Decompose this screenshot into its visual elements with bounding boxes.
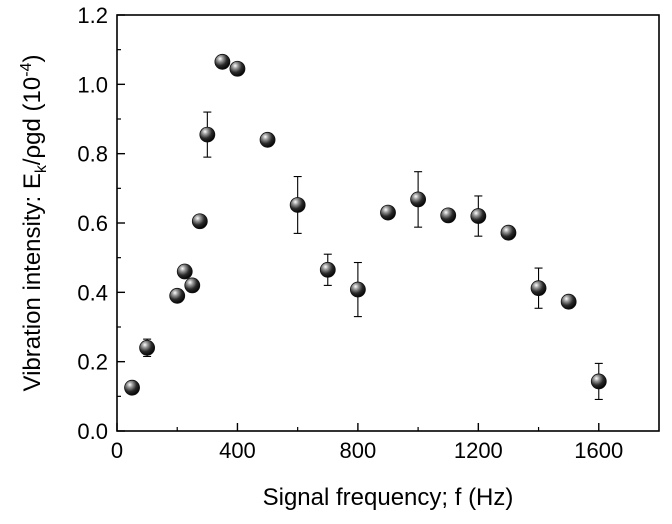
data-point bbox=[184, 277, 201, 294]
data-points bbox=[124, 53, 607, 396]
y-tick-label: 0.4 bbox=[77, 280, 108, 305]
y-axis-label-middle: /ρgd (10 bbox=[19, 77, 46, 165]
y-axis-label-main: Vibration intensity: E bbox=[19, 173, 46, 391]
y-tick-label: 1.0 bbox=[77, 72, 108, 97]
data-point bbox=[500, 224, 517, 241]
x-tick-label: 1600 bbox=[574, 438, 623, 463]
data-point bbox=[560, 293, 577, 310]
x-axis-ticks: 0 400 800 1200 1600 bbox=[111, 423, 623, 463]
data-point bbox=[139, 339, 156, 356]
data-point bbox=[349, 281, 366, 298]
data-point bbox=[590, 373, 607, 390]
data-point bbox=[530, 280, 547, 297]
y-tick-label: 0.2 bbox=[77, 350, 108, 375]
x-tick-label: 800 bbox=[340, 438, 377, 463]
data-point bbox=[176, 263, 193, 280]
y-axis-label-subscript: k bbox=[33, 164, 50, 173]
y-axis-ticks: 0.0 0.2 0.4 0.6 0.8 1.0 1.2 bbox=[77, 3, 125, 444]
data-point bbox=[319, 261, 336, 278]
data-point bbox=[229, 60, 246, 77]
y-tick-label: 1.2 bbox=[77, 3, 108, 28]
data-point bbox=[124, 379, 140, 396]
data-point bbox=[380, 204, 396, 221]
data-point bbox=[410, 191, 427, 208]
x-tick-label: 400 bbox=[219, 438, 256, 463]
x-tick-label: 1200 bbox=[454, 438, 503, 463]
error-bars bbox=[143, 111, 603, 401]
data-point bbox=[191, 213, 208, 230]
data-point bbox=[440, 207, 457, 224]
y-axis-label-close: ) bbox=[19, 55, 46, 63]
x-axis-label: Signal frequency; f (Hz) bbox=[263, 484, 514, 511]
data-point bbox=[259, 131, 276, 148]
data-point bbox=[214, 53, 231, 70]
y-tick-label: 0.8 bbox=[77, 142, 108, 167]
data-point bbox=[199, 126, 216, 143]
y-tick-label: 0.6 bbox=[77, 211, 108, 236]
data-point bbox=[169, 287, 186, 304]
y-axis-label-superscript: -4 bbox=[18, 62, 35, 76]
x-tick-label: 0 bbox=[111, 438, 123, 463]
data-point bbox=[470, 208, 487, 224]
y-axis-label: Vibration intensity: Ek/ρgd (10-4) bbox=[18, 55, 50, 392]
y-tick-label: 0.0 bbox=[77, 419, 108, 444]
data-point bbox=[289, 197, 306, 213]
